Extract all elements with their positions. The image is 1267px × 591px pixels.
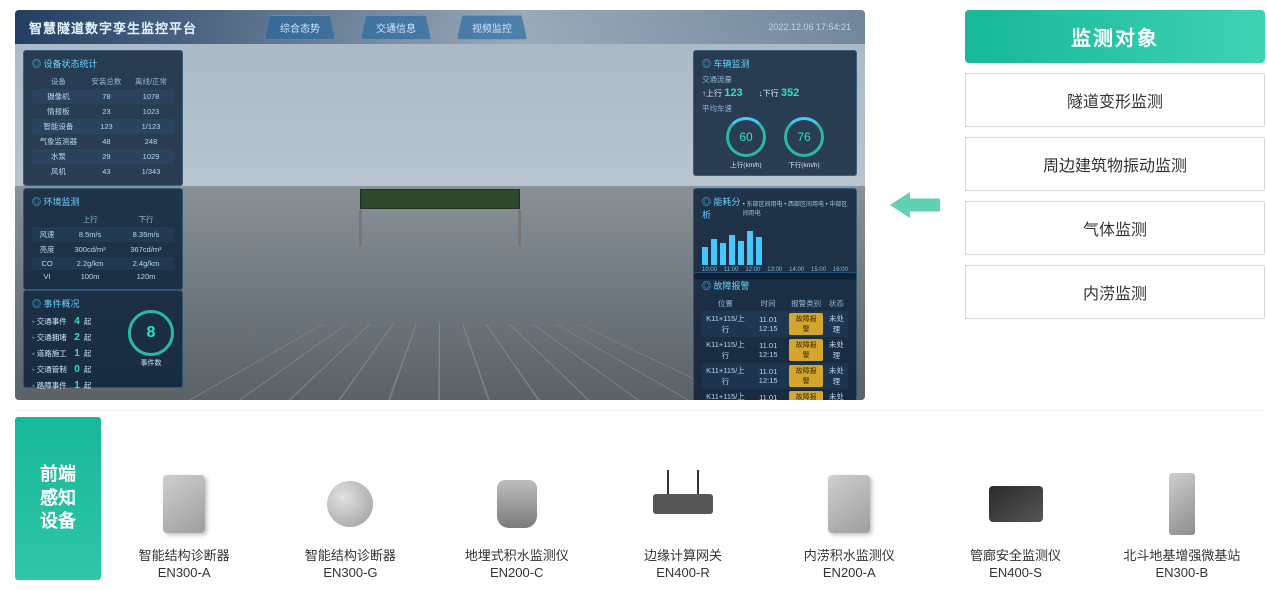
event-row: ◦ 路障事件 1 起 xyxy=(32,378,120,394)
device-model: EN200-A xyxy=(823,565,876,580)
event-list: ◦ 交通事件 4 起◦ 交通拥堵 2 起◦ 道路施工 1 起◦ 交通管制 0 起… xyxy=(32,314,120,394)
device-icon xyxy=(149,468,219,540)
device-model: EN400-S xyxy=(989,565,1042,580)
device-item: 边缘计算网关EN400-R xyxy=(608,468,758,580)
device-icon xyxy=(648,468,718,540)
event-ring-label: 事件数 xyxy=(141,358,162,368)
gauge-down-value: 76 xyxy=(797,130,810,144)
panel-env: ◎ 环境监测 上行下行风速8.5m/s8.35m/s亮度300cd/m²367c… xyxy=(23,188,183,290)
panel-title: ◎ 环境监测 xyxy=(32,195,174,208)
device-name: 内涝积水监测仪 xyxy=(804,548,895,565)
device-model: EN300-B xyxy=(1155,565,1208,580)
energy-chart xyxy=(702,225,848,265)
monitor-item-deformation[interactable]: 隧道变形监测 xyxy=(965,73,1265,127)
panel-title: ◎ 车辆监测 xyxy=(702,57,848,70)
device-name: 地埋式积水监测仪 xyxy=(465,548,569,565)
panel-title: ◎ 事件概况 xyxy=(32,297,120,310)
panel-title: ◎ 设备状态统计 xyxy=(32,57,174,70)
device-strip: 前端感知设备 智能结构诊断器EN300-A智能结构诊断器EN300-G地埋式积水… xyxy=(15,410,1265,580)
device-name: 北斗地基增强微基站 xyxy=(1123,548,1240,565)
tab-traffic[interactable]: 交通信息 xyxy=(361,15,431,40)
flow-down-label: ↓下行 xyxy=(759,89,779,98)
event-row: ◦ 道路施工 1 起 xyxy=(32,346,120,362)
device-item: 北斗地基增强微基站EN300-B xyxy=(1107,468,1257,580)
dashboard-timestamp: 2022.12.06 17:54:21 xyxy=(768,22,851,32)
event-row: ◦ 交通拥堵 2 起 xyxy=(32,330,120,346)
dashboard-tabs: 综合态势 交通信息 视频监控 xyxy=(265,15,527,40)
device-icon xyxy=(1147,468,1217,540)
dashboard-header: 智慧隧道数字孪生监控平台 综合态势 交通信息 视频监控 2022.12.06 1… xyxy=(15,10,865,44)
panel-events: ◎ 事件概况 ◦ 交通事件 4 起◦ 交通拥堵 2 起◦ 道路施工 1 起◦ 交… xyxy=(23,290,183,388)
device-icon xyxy=(981,468,1051,540)
event-row: ◦ 交通事件 4 起 xyxy=(32,314,120,330)
panel-device-status: ◎ 设备状态统计 设备安装总数离线/正常摄像机781078情报板231023智能… xyxy=(23,50,183,186)
dashboard-title: 智慧隧道数字孪生监控平台 xyxy=(29,18,197,37)
speed-label: 平均车速 xyxy=(702,103,848,114)
gauge-down-unit: 下行(km/h) xyxy=(784,159,824,169)
monitor-objects-column: 监测对象 隧道变形监测 周边建筑物振动监测 气体监测 内涝监测 xyxy=(965,10,1265,400)
device-list: 智能结构诊断器EN300-A智能结构诊断器EN300-G地埋式积水监测仪EN20… xyxy=(101,417,1265,580)
device-name: 智能结构诊断器 xyxy=(139,548,230,565)
device-name: 边缘计算网关 xyxy=(644,548,722,565)
flow-up-value: 123 xyxy=(724,87,742,99)
device-table: 设备安装总数离线/正常摄像机781078情报板231023智能设备1231/12… xyxy=(32,74,174,179)
device-item: 内涝积水监测仪EN200-A xyxy=(774,468,924,580)
flow-up: ↑上行 123 xyxy=(702,87,745,99)
tab-overview[interactable]: 综合态势 xyxy=(265,15,335,40)
panel-title: ◎ 故障报警 xyxy=(702,279,848,292)
flow-down: ↓下行 352 xyxy=(759,87,802,99)
device-icon xyxy=(315,468,385,540)
monitor-item-vibration[interactable]: 周边建筑物振动监测 xyxy=(965,137,1265,191)
device-icon xyxy=(482,468,552,540)
monitor-item-gas[interactable]: 气体监测 xyxy=(965,201,1265,255)
device-model: EN300-A xyxy=(158,565,211,580)
gauge-up-unit: 上行(km/h) xyxy=(726,159,766,169)
device-model: EN300-G xyxy=(323,565,377,580)
device-item: 智能结构诊断器EN300-G xyxy=(275,468,425,580)
event-ring: 8 xyxy=(128,310,174,356)
monitor-item-flood[interactable]: 内涝监测 xyxy=(965,265,1265,319)
arrow-left-icon xyxy=(890,192,940,218)
device-item: 管廊安全监测仪EN400-S xyxy=(941,468,1091,580)
energy-legend: • 东部区间用电 • 西部区间用电 • 中部区间用电 xyxy=(743,199,848,217)
env-table: 上行下行风速8.5m/s8.35m/s亮度300cd/m²367cd/m²CO2… xyxy=(32,212,174,283)
flow-up-label: ↑上行 xyxy=(702,89,722,98)
gauge-down: 76 下行(km/h) xyxy=(784,117,824,169)
event-row: ◦ 交通管制 0 起 xyxy=(32,362,120,378)
arrow-cell xyxy=(875,10,955,400)
gauge-up: 60 上行(km/h) xyxy=(726,117,766,169)
device-item: 智能结构诊断器EN300-A xyxy=(109,468,259,580)
scene-gantry xyxy=(360,189,520,209)
panel-alerts: ◎ 故障报警 位置时间报警类别状态K11+115/上行11.01 12:15故障… xyxy=(693,272,857,400)
device-model: EN200-C xyxy=(490,565,543,580)
monitor-objects-header: 监测对象 xyxy=(965,10,1265,63)
alert-table: 位置时间报警类别状态K11+115/上行11.01 12:15故障报警未处理K1… xyxy=(702,296,848,400)
flow-down-value: 352 xyxy=(781,87,799,99)
panel-title: ◎ 能耗分析 xyxy=(702,195,743,221)
event-ring-value: 8 xyxy=(147,324,156,342)
dashboard-screenshot: 智慧隧道数字孪生监控平台 综合态势 交通信息 视频监控 2022.12.06 1… xyxy=(15,10,865,400)
device-icon xyxy=(814,468,884,540)
panel-energy: ◎ 能耗分析 • 东部区间用电 • 西部区间用电 • 中部区间用电 10:001… xyxy=(693,188,857,280)
tab-video[interactable]: 视频监控 xyxy=(457,15,527,40)
device-name: 智能结构诊断器 xyxy=(305,548,396,565)
device-model: EN400-R xyxy=(656,565,709,580)
panel-vehicle: ◎ 车辆监测 交通流量 ↑上行 123 ↓下行 352 平均车速 60 上行(k… xyxy=(693,50,857,176)
gauge-up-value: 60 xyxy=(739,130,752,144)
flow-label: 交通流量 xyxy=(702,74,848,85)
device-strip-label: 前端感知设备 xyxy=(15,417,101,580)
device-item: 地埋式积水监测仪EN200-C xyxy=(442,468,592,580)
device-name: 管廊安全监测仪 xyxy=(970,548,1061,565)
